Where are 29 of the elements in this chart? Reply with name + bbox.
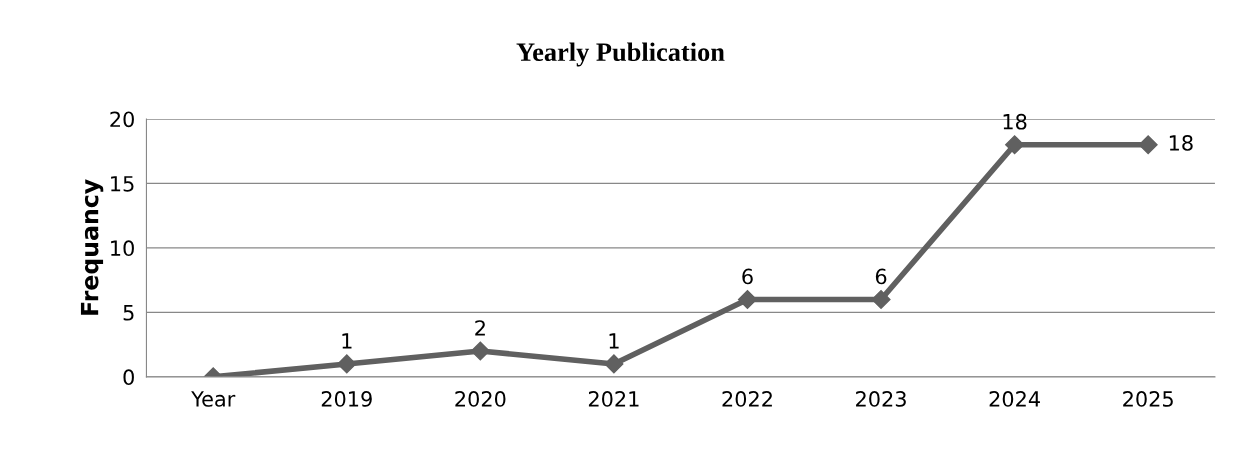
point [737, 289, 758, 309]
chart-title: Yearly Publication [516, 42, 725, 67]
x-tick-label: 2023 [856, 391, 906, 407]
point [337, 354, 357, 374]
data-label: 18 [1169, 135, 1193, 151]
x-tick-label: Year [191, 391, 236, 407]
point [604, 354, 624, 374]
point [871, 289, 891, 309]
x-tick-label: 2025 [1123, 391, 1173, 407]
x-tick-label: 2019 [321, 391, 372, 407]
x-tick-label: 2020 [455, 391, 506, 407]
x-tick-label: 2024 [989, 391, 1040, 407]
y-tick-label: 20 [110, 111, 134, 128]
point [1005, 135, 1025, 155]
x-tick-label: 2021 [588, 391, 639, 407]
x-tick-label: 2022 [722, 391, 772, 407]
y-tick-label: 5 [123, 305, 134, 321]
y-tick-label: 15 [111, 176, 134, 192]
y-tick-label: 10 [111, 240, 134, 257]
data-label: 6 [875, 268, 887, 285]
y-axis-title: Frequancy [80, 179, 104, 315]
data-label: 18 [1003, 113, 1027, 130]
point [470, 341, 490, 361]
y-tick-label: 0 [123, 369, 134, 386]
data-label: 1 [342, 333, 352, 349]
data-label: 1 [609, 333, 619, 349]
data-label: 6 [742, 268, 753, 285]
data-label: 2 [475, 320, 485, 336]
point [1138, 135, 1158, 155]
